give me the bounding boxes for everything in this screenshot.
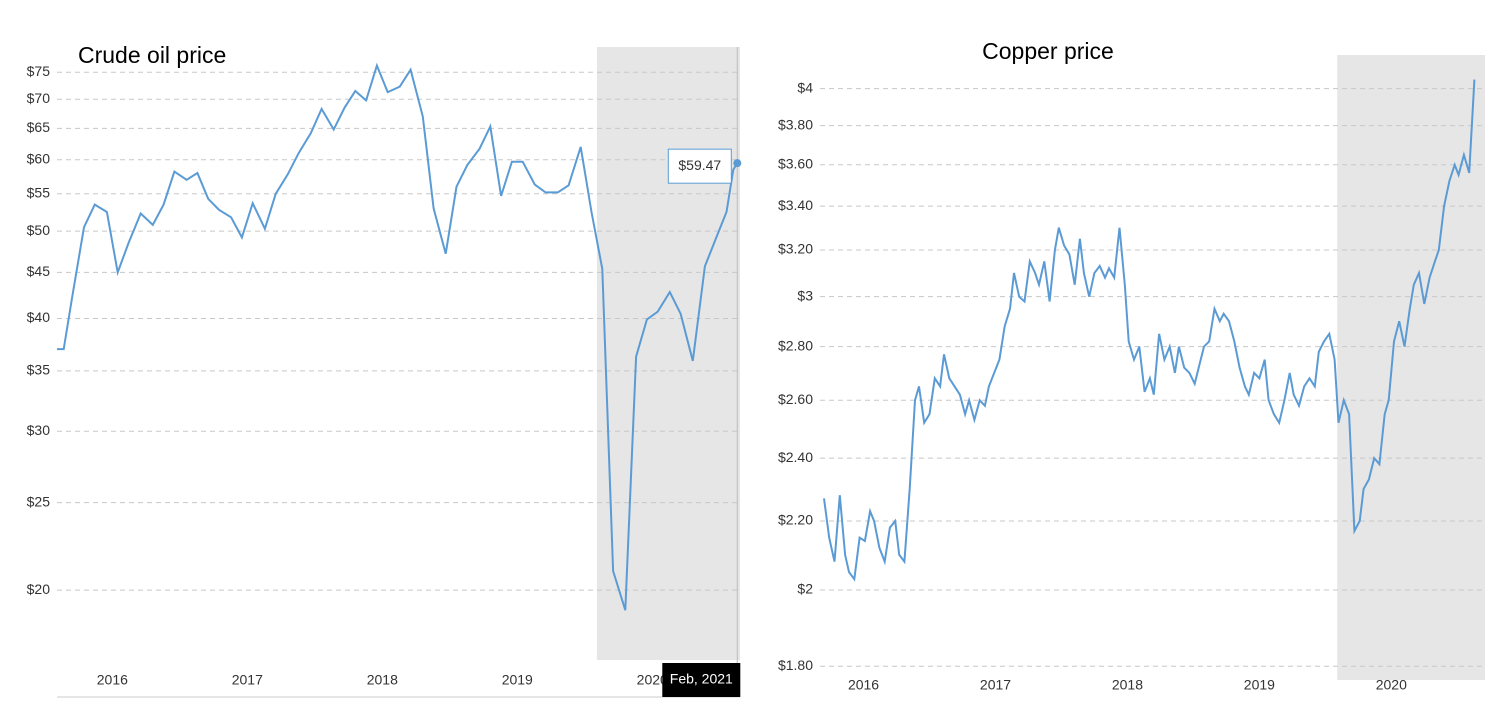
y-tick-label: $65 bbox=[27, 119, 51, 135]
x-tick-label: 2020 bbox=[637, 672, 668, 688]
y-tick-label: $3.40 bbox=[778, 197, 813, 213]
y-tick-label: $3.20 bbox=[778, 241, 813, 257]
highlight-band bbox=[1337, 55, 1485, 680]
x-tick-label: 2017 bbox=[232, 672, 263, 688]
y-tick-label: $2.40 bbox=[778, 449, 813, 465]
y-tick-label: $2.60 bbox=[778, 391, 813, 407]
y-tick-label: $4 bbox=[797, 79, 813, 95]
y-tick-label: $40 bbox=[27, 309, 51, 325]
y-tick-label: $35 bbox=[27, 362, 51, 378]
x-tick-label: 2018 bbox=[1112, 677, 1143, 693]
y-tick-label: $3.60 bbox=[778, 155, 813, 171]
x-tick-label: 2017 bbox=[980, 677, 1011, 693]
y-tick-label: $70 bbox=[27, 90, 51, 106]
x-tick-label: 2016 bbox=[848, 677, 879, 693]
chart-panel: $1.80 $2 $2.20 $2.40 $2.60 $2.80 $3 $3.20 $3.40 $… bbox=[778, 38, 1485, 693]
y-tick-label: $30 bbox=[27, 422, 51, 438]
y-tick-label: $45 bbox=[27, 263, 51, 279]
y-tick-label: $20 bbox=[27, 581, 51, 597]
y-tick-label: $25 bbox=[27, 493, 51, 509]
highlight-band bbox=[596, 47, 740, 660]
x-tick-label: 2016 bbox=[97, 672, 128, 688]
chart-title: Copper price bbox=[982, 38, 1114, 64]
x-tick-label: 2018 bbox=[367, 672, 398, 688]
y-tick-label: $2 bbox=[797, 581, 813, 597]
date-box bbox=[662, 663, 741, 697]
tooltip-box bbox=[667, 148, 732, 184]
hover-point bbox=[733, 159, 742, 168]
x-tick-label: 2019 bbox=[502, 672, 533, 688]
y-tick-label: $55 bbox=[27, 184, 51, 200]
y-tick-label: $1.80 bbox=[778, 657, 813, 673]
y-tick-label: $2.20 bbox=[778, 512, 813, 528]
y-tick-label: $75 bbox=[27, 63, 51, 79]
y-tick-label: $60 bbox=[27, 150, 51, 166]
y-tick-label: $2.80 bbox=[778, 337, 813, 353]
tooltip-value: $59.47 bbox=[678, 157, 721, 173]
tooltip-date: Feb, 2021 bbox=[670, 671, 733, 687]
x-tick-label: 2020 bbox=[1376, 677, 1407, 693]
price-line bbox=[823, 79, 1476, 582]
price-line bbox=[57, 62, 739, 611]
y-tick-label: $3.80 bbox=[778, 116, 813, 132]
chart-title: Crude oil price bbox=[78, 42, 226, 68]
y-tick-label: $50 bbox=[27, 222, 51, 238]
x-tick-label: 2019 bbox=[1244, 677, 1275, 693]
y-tick-label: $3 bbox=[797, 287, 813, 303]
chart-panel: $20 $25 $30 $35 $40 $45 $50 $55 $60 $65 $70 $75 2016… bbox=[27, 42, 742, 698]
